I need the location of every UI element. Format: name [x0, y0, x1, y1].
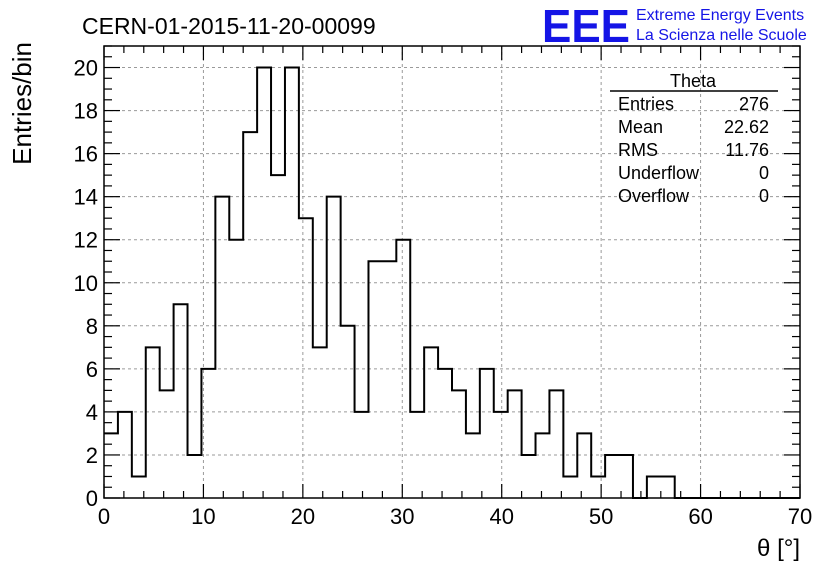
y-tick-label: 6	[86, 357, 98, 382]
histogram-outline	[104, 66, 800, 499]
histogram-bin	[563, 476, 577, 498]
eee-logo: EEE	[542, 0, 630, 52]
histogram-bin	[466, 433, 480, 498]
histogram-bin	[661, 476, 675, 498]
stats-value-entries: 276	[739, 94, 769, 114]
stats-label-mean: Mean	[618, 117, 663, 137]
histogram-bin	[549, 390, 563, 498]
histogram-bin	[508, 390, 522, 498]
histogram-bin	[188, 455, 202, 498]
y-tick-label: 2	[86, 443, 98, 468]
histogram-bin	[647, 476, 661, 498]
histogram-bin	[522, 455, 536, 498]
histogram-bin	[327, 197, 341, 498]
x-tick-label: 30	[390, 504, 414, 529]
y-tick-label: 14	[74, 185, 98, 210]
stats-label-overflow: Overflow	[618, 186, 690, 206]
histogram-bin	[160, 390, 174, 498]
x-tick-label: 70	[788, 504, 812, 529]
x-axis-label: θ [°]	[757, 535, 800, 562]
stats-title: Theta	[670, 71, 717, 91]
x-tick-label: 10	[191, 504, 215, 529]
histogram-bin	[215, 197, 229, 498]
plot-frame	[103, 45, 801, 499]
histogram-bin	[591, 476, 605, 498]
x-tick-label: 0	[98, 504, 110, 529]
stats-label-rms: RMS	[618, 140, 658, 160]
histogram-bin	[577, 433, 591, 498]
y-tick-label: 20	[74, 56, 98, 81]
x-tick-label: 20	[291, 504, 315, 529]
logo-line-1: Extreme Energy Events	[636, 7, 804, 24]
axis-ticks	[103, 45, 801, 499]
y-tick-label: 18	[74, 99, 98, 124]
logo-line-2: La Scienza nelle Scuole	[636, 27, 807, 44]
y-tick-label: 12	[74, 228, 98, 253]
x-tick-label: 60	[688, 504, 712, 529]
y-tick-label: 10	[74, 271, 98, 296]
stats-label-underflow: Underflow	[618, 163, 700, 183]
run-title: CERN-01-2015-11-20-00099	[82, 13, 376, 39]
stats-label-entries: Entries	[618, 94, 674, 114]
y-axis-label: Entries/bin	[7, 42, 37, 165]
y-tick-label: 4	[86, 400, 98, 425]
grid-lines	[104, 46, 800, 498]
y-tick-label: 8	[86, 314, 98, 339]
histogram-bin	[368, 261, 382, 498]
stats-box: Theta Entries 276 Mean 22.62 RMS 11.76 U…	[610, 71, 778, 206]
histogram-bin	[536, 433, 550, 498]
histogram-bin	[313, 347, 327, 498]
stats-value-rms: 11.76	[725, 140, 769, 160]
stats-value-mean: 22.62	[724, 117, 769, 137]
histogram-bin	[424, 347, 438, 498]
y-tick-label: 16	[74, 142, 98, 167]
stats-value-overflow: 0	[759, 186, 769, 206]
histogram-bin	[271, 175, 285, 498]
histogram-bin	[146, 347, 160, 498]
histogram-bin	[480, 369, 494, 498]
histogram-bin	[243, 132, 257, 498]
histogram-bin	[452, 390, 466, 498]
y-tick-label: 0	[86, 486, 98, 511]
histogram-bin	[299, 218, 313, 498]
histogram-bin	[174, 304, 188, 498]
x-tick-label: 50	[589, 504, 613, 529]
histogram-bin	[438, 369, 452, 498]
x-tick-label: 40	[489, 504, 513, 529]
histogram-bin	[382, 261, 396, 498]
stats-value-underflow: 0	[759, 163, 769, 183]
histogram-bin	[605, 455, 619, 498]
tick-labels: 0 10 20 30 40 50 60 70 0 2 4 6 8 10 12 14 16 18 20	[74, 56, 813, 529]
